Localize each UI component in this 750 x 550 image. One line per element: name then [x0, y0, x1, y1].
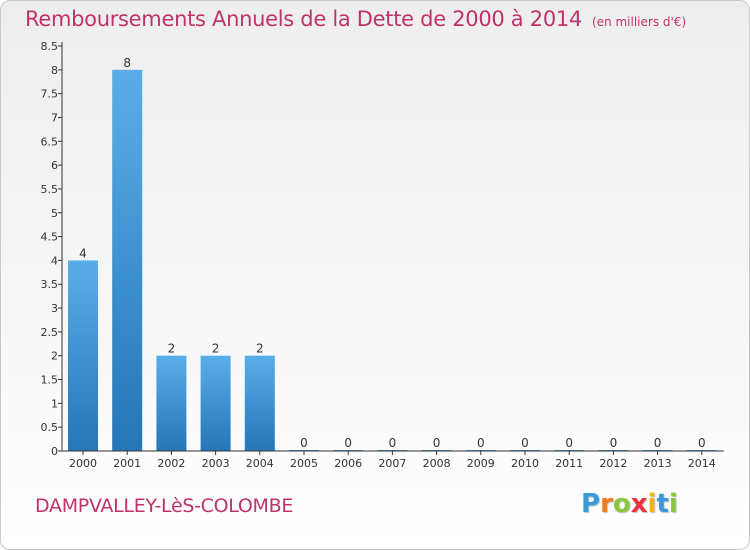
bar-value-label: 0	[477, 436, 485, 450]
x-tick-label: 2009	[467, 457, 495, 470]
y-tick-label: 2.5	[41, 326, 59, 339]
title-row: Remboursements Annuels de la Dette de 20…	[25, 7, 686, 31]
bar-value-label: 0	[344, 436, 352, 450]
x-tick-label: 2001	[113, 457, 141, 470]
bar-value-label: 0	[300, 436, 308, 450]
x-tick-label: 2004	[246, 457, 274, 470]
x-tick-label: 2000	[69, 457, 97, 470]
bar-value-label: 2	[256, 342, 264, 356]
y-tick-label: 8.5	[41, 40, 59, 53]
bar-value-label: 0	[389, 436, 397, 450]
y-tick-label: 2	[51, 350, 58, 363]
logo-letter: i	[647, 489, 657, 519]
bars: 4 8 2 2 2 0 0 0 0 0 0 0 0 0 0	[68, 56, 717, 451]
logo-letter: o	[612, 489, 631, 519]
bar-value-label: 0	[433, 436, 441, 450]
y-tick-label: 5	[51, 207, 58, 220]
y-tick-label: 1.5	[41, 374, 59, 387]
y-tick-label: 0	[51, 445, 58, 458]
logo-letter: P	[581, 489, 601, 519]
y-tick-label: 3	[51, 302, 58, 315]
x-tick-label: 2003	[202, 457, 230, 470]
x-tick-label: 2006	[334, 457, 362, 470]
chart-unit: (en milliers d'€)	[592, 15, 687, 29]
bar-value-label: 2	[168, 342, 176, 356]
y-tick-label: 6	[51, 159, 58, 172]
bar-value-label: 0	[610, 436, 618, 450]
y-tick-label: 7	[51, 111, 58, 124]
bar-2000	[68, 260, 98, 451]
logo-letter: r	[600, 489, 613, 519]
y-tick-label: 1	[51, 397, 58, 410]
bar-2004	[244, 355, 275, 451]
bar-value-label: 2	[212, 342, 220, 356]
x-tick-label: 2012	[599, 457, 627, 470]
bar-2002	[156, 355, 187, 451]
x-tick-label: 2002	[157, 457, 185, 470]
logo-letter: i	[668, 489, 678, 519]
x-tick-label: 2007	[378, 457, 406, 470]
y-tick-label: 3.5	[41, 278, 59, 291]
x-tick-label: 2010	[511, 457, 539, 470]
x-tick-label: 2013	[644, 457, 672, 470]
bar-value-label: 0	[698, 436, 706, 450]
chart-title: Remboursements Annuels de la Dette de 20…	[25, 7, 582, 31]
bar-value-label: 8	[123, 56, 131, 70]
bar-2001	[112, 69, 143, 451]
y-tick-label: 5.5	[41, 183, 59, 196]
bar-value-label: 0	[654, 436, 662, 450]
x-tick-label: 2005	[290, 457, 318, 470]
y-tick-label: 4.5	[41, 231, 59, 244]
bar-value-label: 0	[565, 436, 573, 450]
bar-value-label: 0	[521, 436, 529, 450]
y-tick-label: 0.5	[41, 421, 59, 434]
commune-name: DAMPVALLEY-LèS-COLOMBE	[35, 495, 294, 517]
bar-2003	[200, 355, 231, 451]
y-axis: 0 0.5 1 1.5 2 2.5 3 3.5 4 4.5 5 5.5 6 6.5 7 7.5 8 8.5	[41, 40, 63, 458]
x-tick-label: 2014	[688, 457, 716, 470]
x-tick-label: 2008	[423, 457, 451, 470]
x-axis: 2000 2001 2002 2003 2004 2005 2006 2007 2008 2009…	[62, 450, 724, 470]
logo-letter: x	[630, 489, 648, 519]
y-tick-label: 4	[51, 254, 58, 267]
y-tick-label: 6.5	[41, 135, 59, 148]
y-tick-label: 7.5	[41, 88, 59, 101]
bar-value-label: 4	[79, 246, 87, 260]
x-tick-label: 2011	[555, 457, 583, 470]
logo-letter: t	[656, 489, 669, 519]
y-tick-label: 8	[51, 64, 58, 77]
proxiti-logo: Proxiti	[581, 489, 678, 519]
